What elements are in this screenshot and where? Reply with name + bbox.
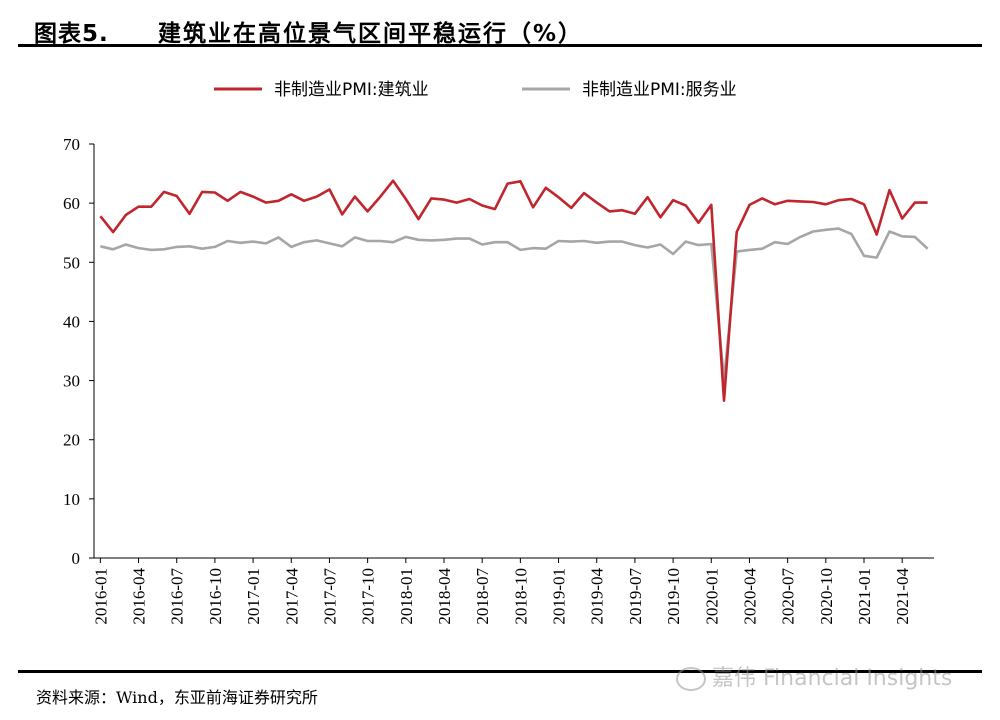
x-tick-label: 2019-01 (550, 568, 569, 625)
x-tick-label: 2016-07 (168, 568, 187, 625)
y-tick-label: 70 (63, 135, 80, 154)
y-tick-label: 0 (72, 549, 81, 568)
legend-label: 非制造业PMI:服务业 (582, 80, 737, 100)
top-rule (18, 44, 982, 47)
legend: 非制造业PMI:建筑业 非制造业PMI:服务业 (214, 80, 737, 100)
x-tick-label: 2016-10 (206, 568, 225, 625)
x-tick-label: 2020-04 (740, 568, 759, 625)
y-tick-label: 40 (63, 312, 80, 331)
x-tick-label: 2020-07 (779, 568, 798, 625)
figure-header: 图表5. 建筑业在高位景气区间平稳运行（%） (18, 8, 982, 47)
x-tick-label: 2018-07 (473, 568, 492, 625)
series-line-0 (99, 179, 928, 403)
source-note: 资料来源：Wind，东亚前海证券研究所 (36, 688, 318, 707)
wechat-icon (676, 667, 706, 691)
x-tick-label: 2017-04 (282, 568, 301, 625)
x-tick-label: 2016-01 (91, 568, 110, 625)
x-tick-label: 2020-10 (817, 568, 836, 625)
x-tick-label: 2017-10 (359, 568, 378, 625)
x-tick-label: 2017-07 (320, 568, 339, 625)
x-tick-label: 2021-04 (893, 568, 912, 625)
x-tick-label: 2018-04 (435, 568, 454, 625)
x-tick-label: 2017-01 (244, 568, 263, 625)
axes: 0 10 20 30 40 50 60 70 2016-01 2016-04 2016-07 2016… (63, 135, 934, 625)
x-tick-label: 2019-04 (588, 568, 607, 625)
figure-label: 图表5. (34, 21, 109, 47)
y-tick-label: 20 (63, 431, 80, 450)
legend-label: 非制造业PMI:建筑业 (274, 80, 429, 100)
series-line-1 (100, 227, 929, 382)
x-tick-label: 2018-01 (397, 568, 416, 625)
y-tick-label: 10 (63, 490, 80, 509)
y-tick-label: 60 (63, 194, 80, 213)
x-tick-label: 2019-07 (626, 568, 645, 625)
bottom-rule (18, 670, 982, 673)
figure-title: 建筑业在高位景气区间平稳运行（%） (158, 21, 584, 47)
x-tick-label: 2019-10 (664, 568, 683, 625)
watermark: 嘉伟 Financial Insights (676, 660, 952, 692)
x-tick-label: 2021-01 (855, 568, 874, 625)
x-tick-label: 2020-01 (702, 568, 721, 625)
y-tick-label: 30 (63, 372, 80, 391)
x-tick-label: 2016-04 (130, 568, 149, 625)
line-chart: 非制造业PMI:建筑业 非制造业PMI:服务业 0 10 20 30 40 50 60 70 20… (63, 80, 934, 625)
y-tick-label: 50 (63, 253, 80, 272)
x-tick-label: 2018-10 (511, 568, 530, 625)
series-lines (99, 179, 929, 403)
watermark-text: 嘉伟 Financial Insights (712, 666, 953, 691)
